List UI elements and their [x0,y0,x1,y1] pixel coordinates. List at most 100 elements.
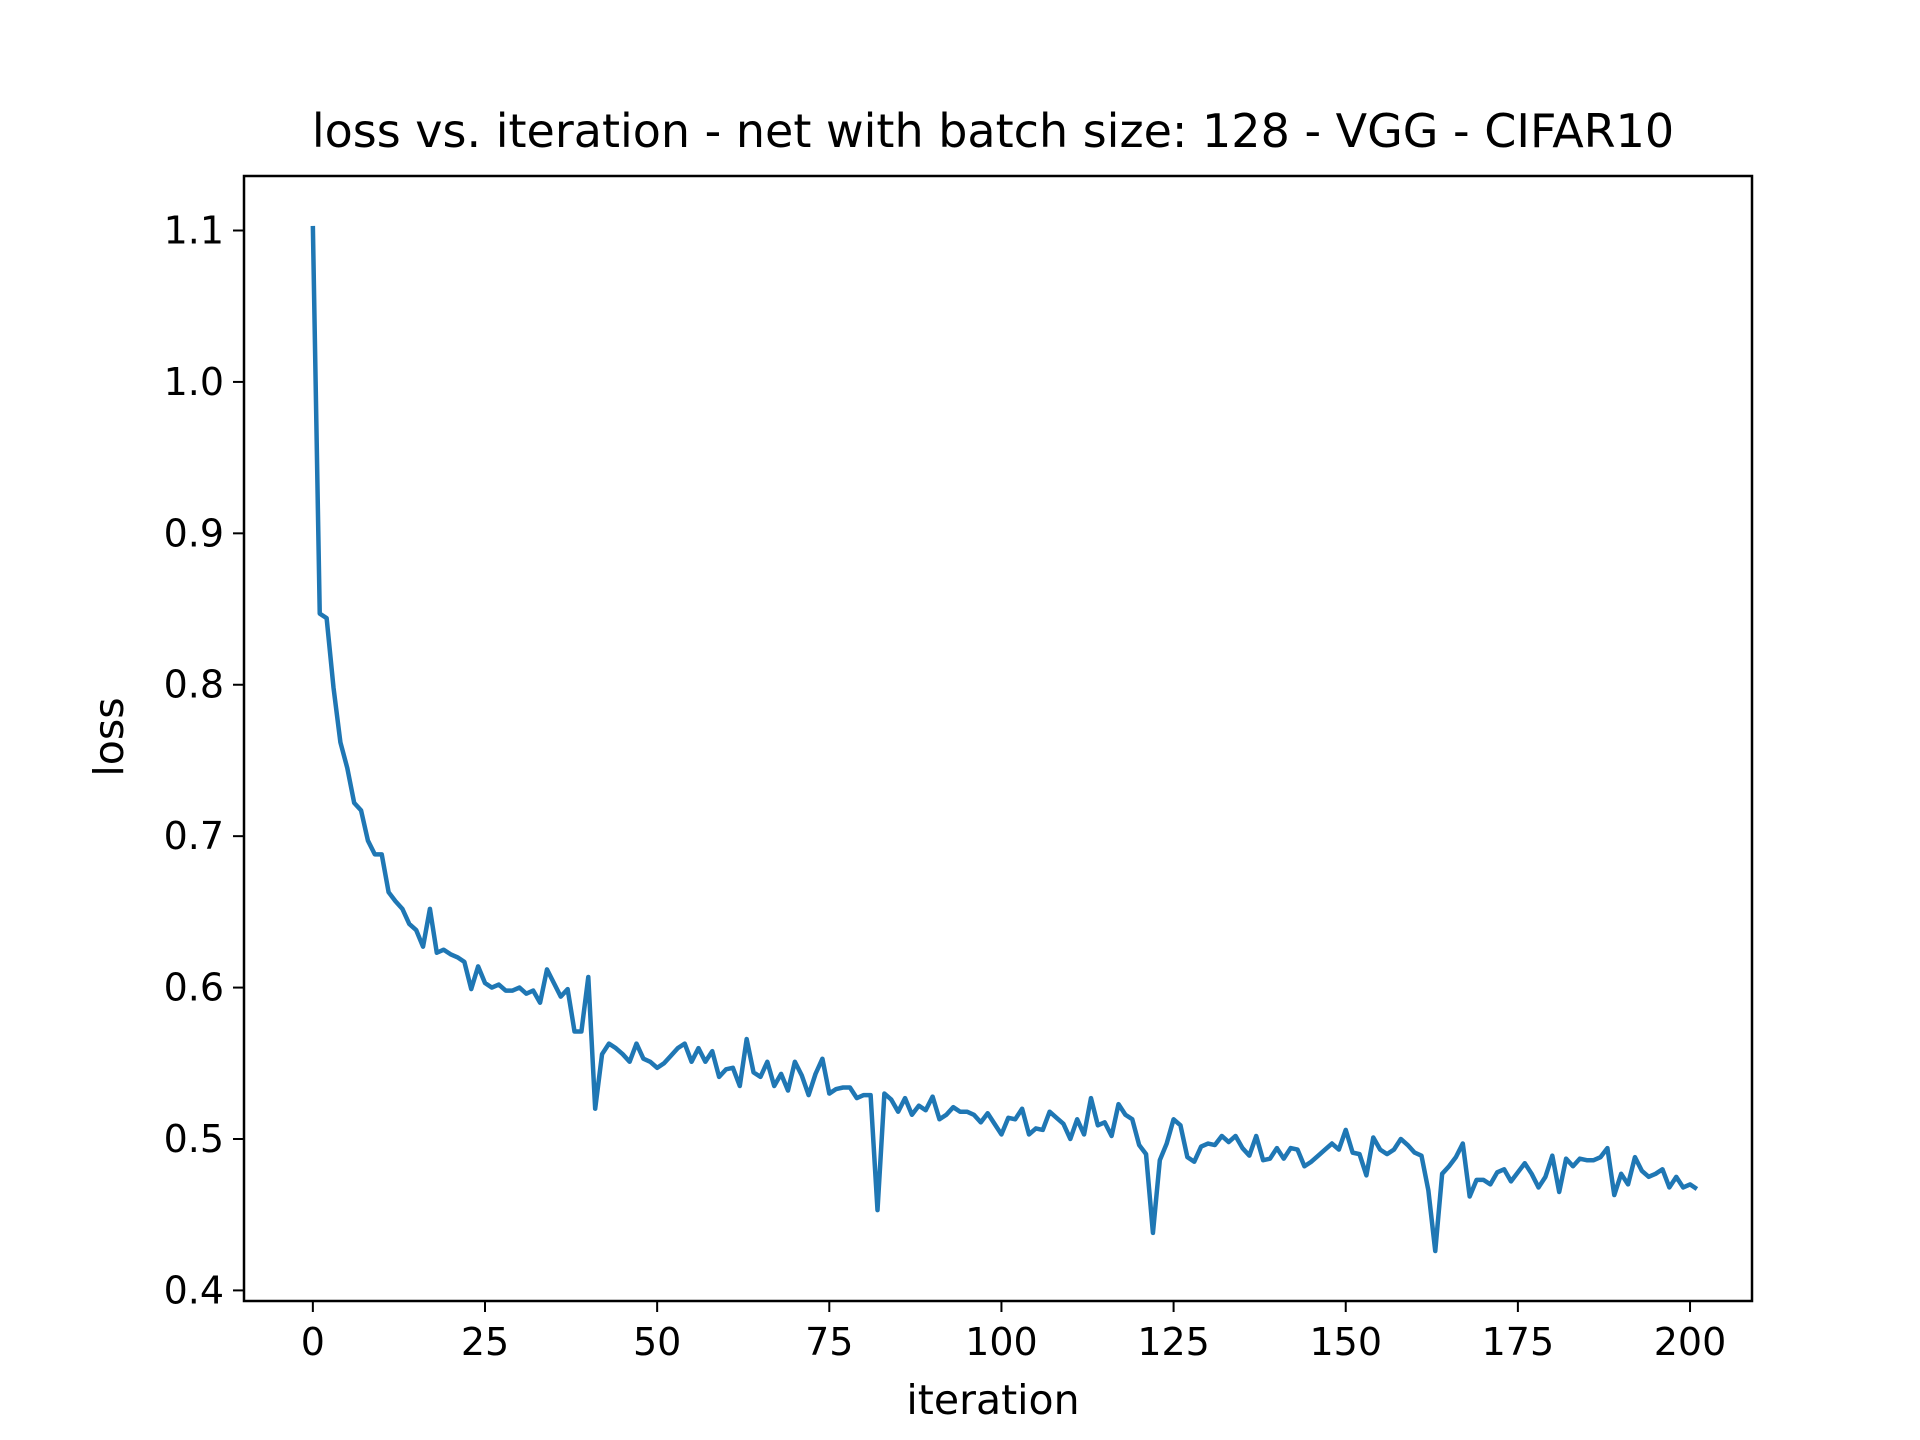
data-point [1206,1142,1210,1146]
data-point [332,686,336,690]
data-point [669,1054,673,1058]
data-point [869,1093,873,1097]
data-point [614,1046,618,1050]
chart-title: loss vs. iteration - net with batch size… [312,104,1674,158]
data-point [683,1042,687,1046]
data-point [1447,1164,1451,1168]
data-point [1364,1173,1368,1177]
data-point [889,1098,893,1102]
data-point [999,1132,1003,1136]
data-point [1013,1117,1017,1121]
data-point [690,1060,694,1064]
data-point [414,928,418,932]
data-point [1392,1148,1396,1152]
data-point [1468,1195,1472,1199]
data-point [1688,1182,1692,1186]
data-point [1006,1116,1010,1120]
data-point [1385,1152,1389,1156]
data-point [855,1096,859,1100]
data-point [1261,1158,1265,1162]
data-point [662,1061,666,1065]
data-point [979,1120,983,1124]
data-point [1309,1160,1313,1164]
data-point [696,1046,700,1050]
data-point [903,1096,907,1100]
data-point [1254,1134,1258,1138]
data-point [1330,1142,1334,1146]
data-point [814,1072,818,1076]
data-point [1516,1170,1520,1174]
data-point [937,1117,941,1121]
data-point [524,992,528,996]
data-point [600,1052,604,1056]
data-point [1557,1190,1561,1194]
data-point [896,1110,900,1114]
data-point [745,1037,749,1041]
y-tick-label: 0.4 [164,1268,224,1312]
data-point [1626,1182,1630,1186]
data-point [552,981,556,985]
data-point [958,1110,962,1114]
data-point [1592,1158,1596,1162]
data-point [1571,1164,1575,1168]
axes-frame [242,174,1754,1303]
data-point [1681,1185,1685,1189]
data-point [786,1089,790,1093]
data-point [724,1067,728,1071]
data-point [1612,1193,1616,1197]
data-point [1488,1182,1492,1186]
y-axis-label: loss [85,697,133,776]
data-point [579,1029,583,1033]
y-tick-label: 0.5 [164,1117,224,1161]
data-point [827,1092,831,1096]
y-tick-label: 0.8 [164,663,224,707]
data-point [1633,1155,1637,1159]
data-point [910,1113,914,1117]
data-point [435,951,439,955]
data-point [1296,1148,1300,1152]
data-point [1654,1172,1658,1176]
data-point [1578,1157,1582,1161]
data-point [490,986,494,990]
data-point [944,1113,948,1117]
data-point [504,989,508,993]
data-point [862,1093,866,1097]
data-point [1419,1154,1423,1158]
data-point [573,1029,577,1033]
data-point [1275,1146,1279,1150]
data-point [986,1111,990,1115]
data-point [1605,1146,1609,1150]
data-point [1550,1154,1554,1158]
data-point [1192,1160,1196,1164]
data-point [511,989,515,993]
data-point [965,1110,969,1114]
y-tick-label: 1.1 [164,209,224,253]
data-point [1502,1167,1506,1171]
data-point [1537,1185,1541,1189]
data-point [793,1060,797,1064]
data-point [765,1060,769,1064]
data-point [517,986,521,990]
data-point [1144,1152,1148,1156]
data-point [476,964,480,968]
data-point [607,1042,611,1046]
data-point [1185,1155,1189,1159]
series-line [310,225,1699,1254]
data-point [1302,1164,1306,1168]
data-point [1695,1187,1699,1191]
data-point [559,995,563,999]
data-point [758,1075,762,1079]
data-point [393,899,397,903]
data-point [1406,1143,1410,1147]
data-point [1344,1128,1348,1132]
data-point [1234,1134,1238,1138]
data-point [634,1042,638,1046]
data-point [421,945,425,949]
data-point [641,1057,645,1061]
x-axis-label: iteration [906,1376,1079,1424]
x-tick-label: 150 [1309,1320,1382,1364]
data-point [462,960,466,964]
y-tick-label: 0.6 [164,966,224,1010]
